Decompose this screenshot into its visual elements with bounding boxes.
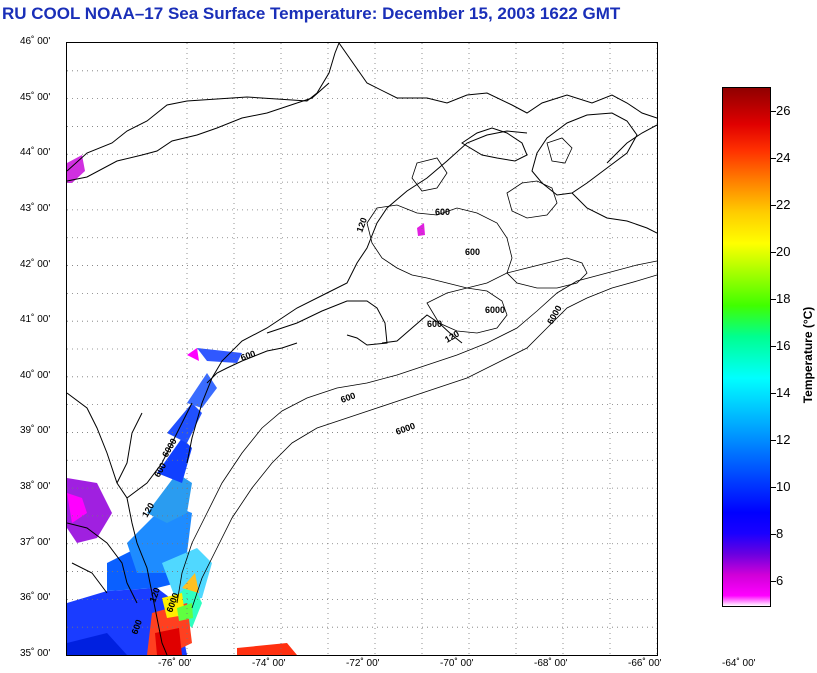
contour-label: 120 [354,216,369,234]
latitude-label: 36˚ 00' [20,592,51,604]
colorbar-tick-label: 8 [776,526,784,542]
contour-label: 6000 [545,304,564,326]
colorbar-tick [770,157,776,159]
contour-label: 600 [465,247,480,257]
contour-label: 600 [129,618,144,636]
contour-label: 600 [239,348,257,363]
colorbar-tick-label: 24 [776,149,791,165]
latitude-label: 42˚ 00' [20,258,51,270]
colorbar-tick [770,110,776,112]
latitude-label: 37˚ 00' [20,536,51,548]
colorbar-tick [770,581,776,583]
colorbar-title: Temperature (°C) [801,306,815,404]
colorbar-tick-label: 26 [776,102,791,118]
temperature-colorbar [722,87,771,607]
colorbar-tick [770,251,776,253]
bathymetry-contours [176,137,657,609]
latitude-label: 39˚ 00' [20,425,51,437]
colorbar-tick [770,346,776,347]
colorbar-tick-label: 20 [776,243,791,259]
colorbar-ticks: 26 24 22 20 18 16 14 12 10 8 6 [770,87,817,605]
map-gridlines [67,43,657,655]
longitude-label: -76˚ 00' [158,658,192,669]
sst-map[interactable]: 120 600 6000 120 600 600 120 600 6000 600 6000 600 6… [66,42,658,656]
colorbar-tick [770,487,776,489]
contour-label: 600 [339,390,357,405]
latitude-label: 35˚ 00' [20,648,51,659]
contour-label: 120 [147,586,162,604]
contour-label: 600 [427,319,442,329]
colorbar-tick [770,440,776,442]
colorbar-tick [770,534,776,536]
colorbar-tick-label: 6 [776,573,784,589]
longitude-label: -70˚ 00' [440,658,474,669]
colorbar-tick-label: 10 [776,479,791,495]
colorbar-tick-label: 12 [776,432,791,448]
contour-label: 600 [435,207,450,217]
colorbar-tick-label: 14 [776,385,791,401]
latitude-label: 45˚ 00' [20,91,51,103]
longitude-label: -68˚ 00' [534,658,568,669]
longitude-label: -74˚ 00' [252,658,286,669]
colorbar-tick-label: 22 [776,196,791,212]
latitude-label: 43˚ 00' [20,202,51,214]
sst-data-layer [67,155,425,655]
latitude-label: 46˚ 00' [20,36,51,47]
map-title: RU COOL NOAA–17 Sea Surface Temperature:… [2,4,621,23]
colorbar-tick-label: 18 [776,290,791,306]
colorbar-tick-label: 16 [776,338,791,353]
contour-label: 6000 [485,305,505,315]
longitude-label: -64˚ 00' [722,658,756,669]
colorbar-tick [770,204,776,206]
coastline-layer [67,43,657,655]
colorbar-tick [770,393,776,395]
latitude-label: 41˚ 00' [20,314,51,326]
colorbar-tick [770,298,776,300]
latitude-label: 44˚ 00' [20,147,51,159]
latitude-label: 40˚ 00' [20,369,51,381]
longitude-label: -66˚ 00' [628,658,662,669]
longitude-label: -72˚ 00' [346,658,380,669]
latitude-label: 38˚ 00' [20,481,51,493]
contour-label: 6000 [394,421,416,437]
